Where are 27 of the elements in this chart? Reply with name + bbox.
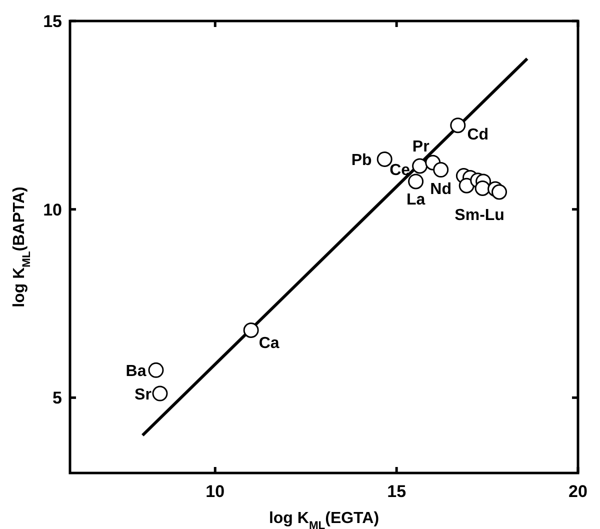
- point: [458, 178, 474, 194]
- y-tick-label: 15: [43, 12, 62, 31]
- annotation: Ca: [258, 335, 280, 352]
- point: [450, 118, 466, 134]
- annotation: Ce: [390, 162, 410, 180]
- annotation: Cd: [467, 126, 489, 144]
- point: [412, 158, 428, 174]
- annotation: Sr: [134, 386, 152, 404]
- point: [492, 184, 508, 200]
- x-tick-label: 15: [387, 482, 406, 501]
- point: [148, 362, 164, 378]
- annotation: Nd: [430, 180, 452, 198]
- y-tick-label: 5: [52, 388, 62, 408]
- annotation: Ba: [126, 363, 146, 380]
- annotation: Pb: [351, 152, 372, 170]
- x-axis-title: log K$_{ML}$(EGTA): [268, 510, 380, 529]
- y-tick-label: 10: [43, 200, 62, 220]
- annotation: Pr: [412, 138, 430, 156]
- point: [243, 322, 259, 338]
- point: [152, 386, 168, 402]
- x-tick-label: 20: [568, 482, 588, 501]
- point: [474, 180, 490, 196]
- annotation: La: [406, 191, 426, 208]
- point: [408, 174, 424, 190]
- x-tick-label: 10: [206, 482, 225, 501]
- point: [433, 162, 449, 178]
- annotation: Sm-Lu: [454, 207, 504, 224]
